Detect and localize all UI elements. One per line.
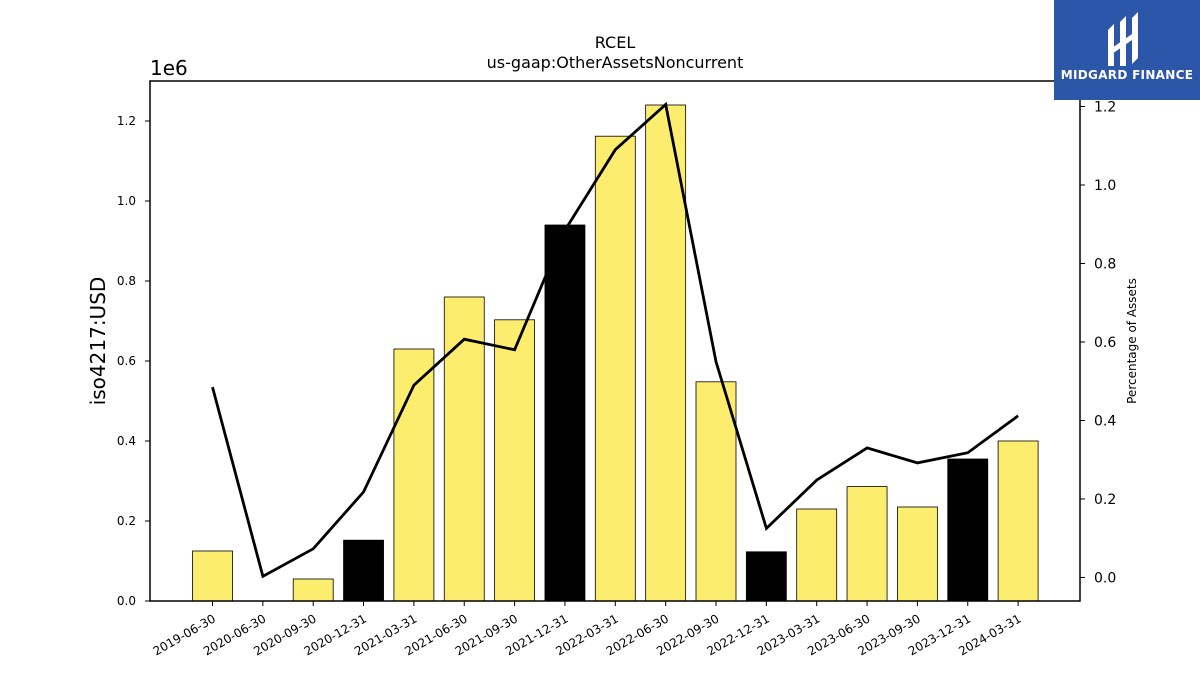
bar-2024-03-31 — [997, 440, 1039, 602]
percentage-line — [211, 101, 1019, 579]
bar-2021-12-31 — [544, 224, 586, 602]
chart-subtitle: us-gaap:OtherAssetsNoncurrent — [487, 53, 744, 72]
bar-2020-12-31 — [343, 539, 384, 602]
y-tick-label: 1.2 — [117, 114, 136, 128]
y-tick-label: 0.0 — [117, 594, 136, 608]
x-axis-ticks: 2019-06-302020-06-302020-09-302020-12-31… — [151, 601, 1024, 658]
y-tick-label: 1.0 — [117, 194, 136, 208]
y2-tick-label: 0.8 — [1094, 256, 1116, 272]
y2-tick-label: 0.2 — [1094, 492, 1116, 508]
y2-tick-label: 0.6 — [1094, 335, 1116, 351]
y2-tick-label: 1.2 — [1094, 100, 1116, 116]
bar-2023-06-30 — [846, 486, 888, 602]
bar-2021-09-30 — [494, 319, 536, 602]
bar-2023-12-31 — [947, 458, 989, 602]
y-tick-label: 0.2 — [117, 514, 136, 528]
brand-logo: MIDGARD FINANCE — [1054, 0, 1200, 100]
bar-2021-03-31 — [393, 348, 435, 602]
y2-tick-label: 0.0 — [1094, 570, 1116, 586]
bar-2022-09-30 — [695, 381, 737, 602]
y-exponent-label: 1e6 — [150, 56, 188, 80]
y-axis-ticks: 0.0 0.2 0.4 0.6 0.8 1.0 1.2 — [117, 114, 150, 608]
y2-axis-label: Percentage of Assets — [1125, 278, 1139, 404]
y2-tick-label: 1.0 — [1094, 178, 1116, 194]
y-tick-label: 0.8 — [117, 274, 136, 288]
bar-2020-09-30 — [292, 578, 334, 602]
bar-group — [192, 104, 1039, 602]
y-tick-label: 0.6 — [117, 354, 136, 368]
y2-axis-ticks: 0.0 0.2 0.4 0.6 0.8 1.0 1.2 — [1080, 100, 1116, 586]
bar-2022-12-31 — [745, 551, 787, 602]
bar-2023-09-30 — [897, 506, 938, 602]
bar-2021-06-30 — [443, 296, 485, 602]
y2-tick-label: 0.4 — [1094, 413, 1116, 429]
y-tick-label: 0.4 — [117, 434, 136, 448]
bar-2023-03-31 — [796, 508, 838, 602]
midgard-logo-icon — [1108, 12, 1138, 66]
y-axis-label: iso4217:USD — [86, 277, 110, 406]
bar-2022-03-31 — [594, 135, 636, 602]
line-group — [211, 101, 1019, 579]
bar-2019-06-30 — [192, 550, 233, 602]
logo-text: MIDGARD FINANCE — [1060, 68, 1194, 82]
chart-title: RCEL — [595, 33, 636, 52]
